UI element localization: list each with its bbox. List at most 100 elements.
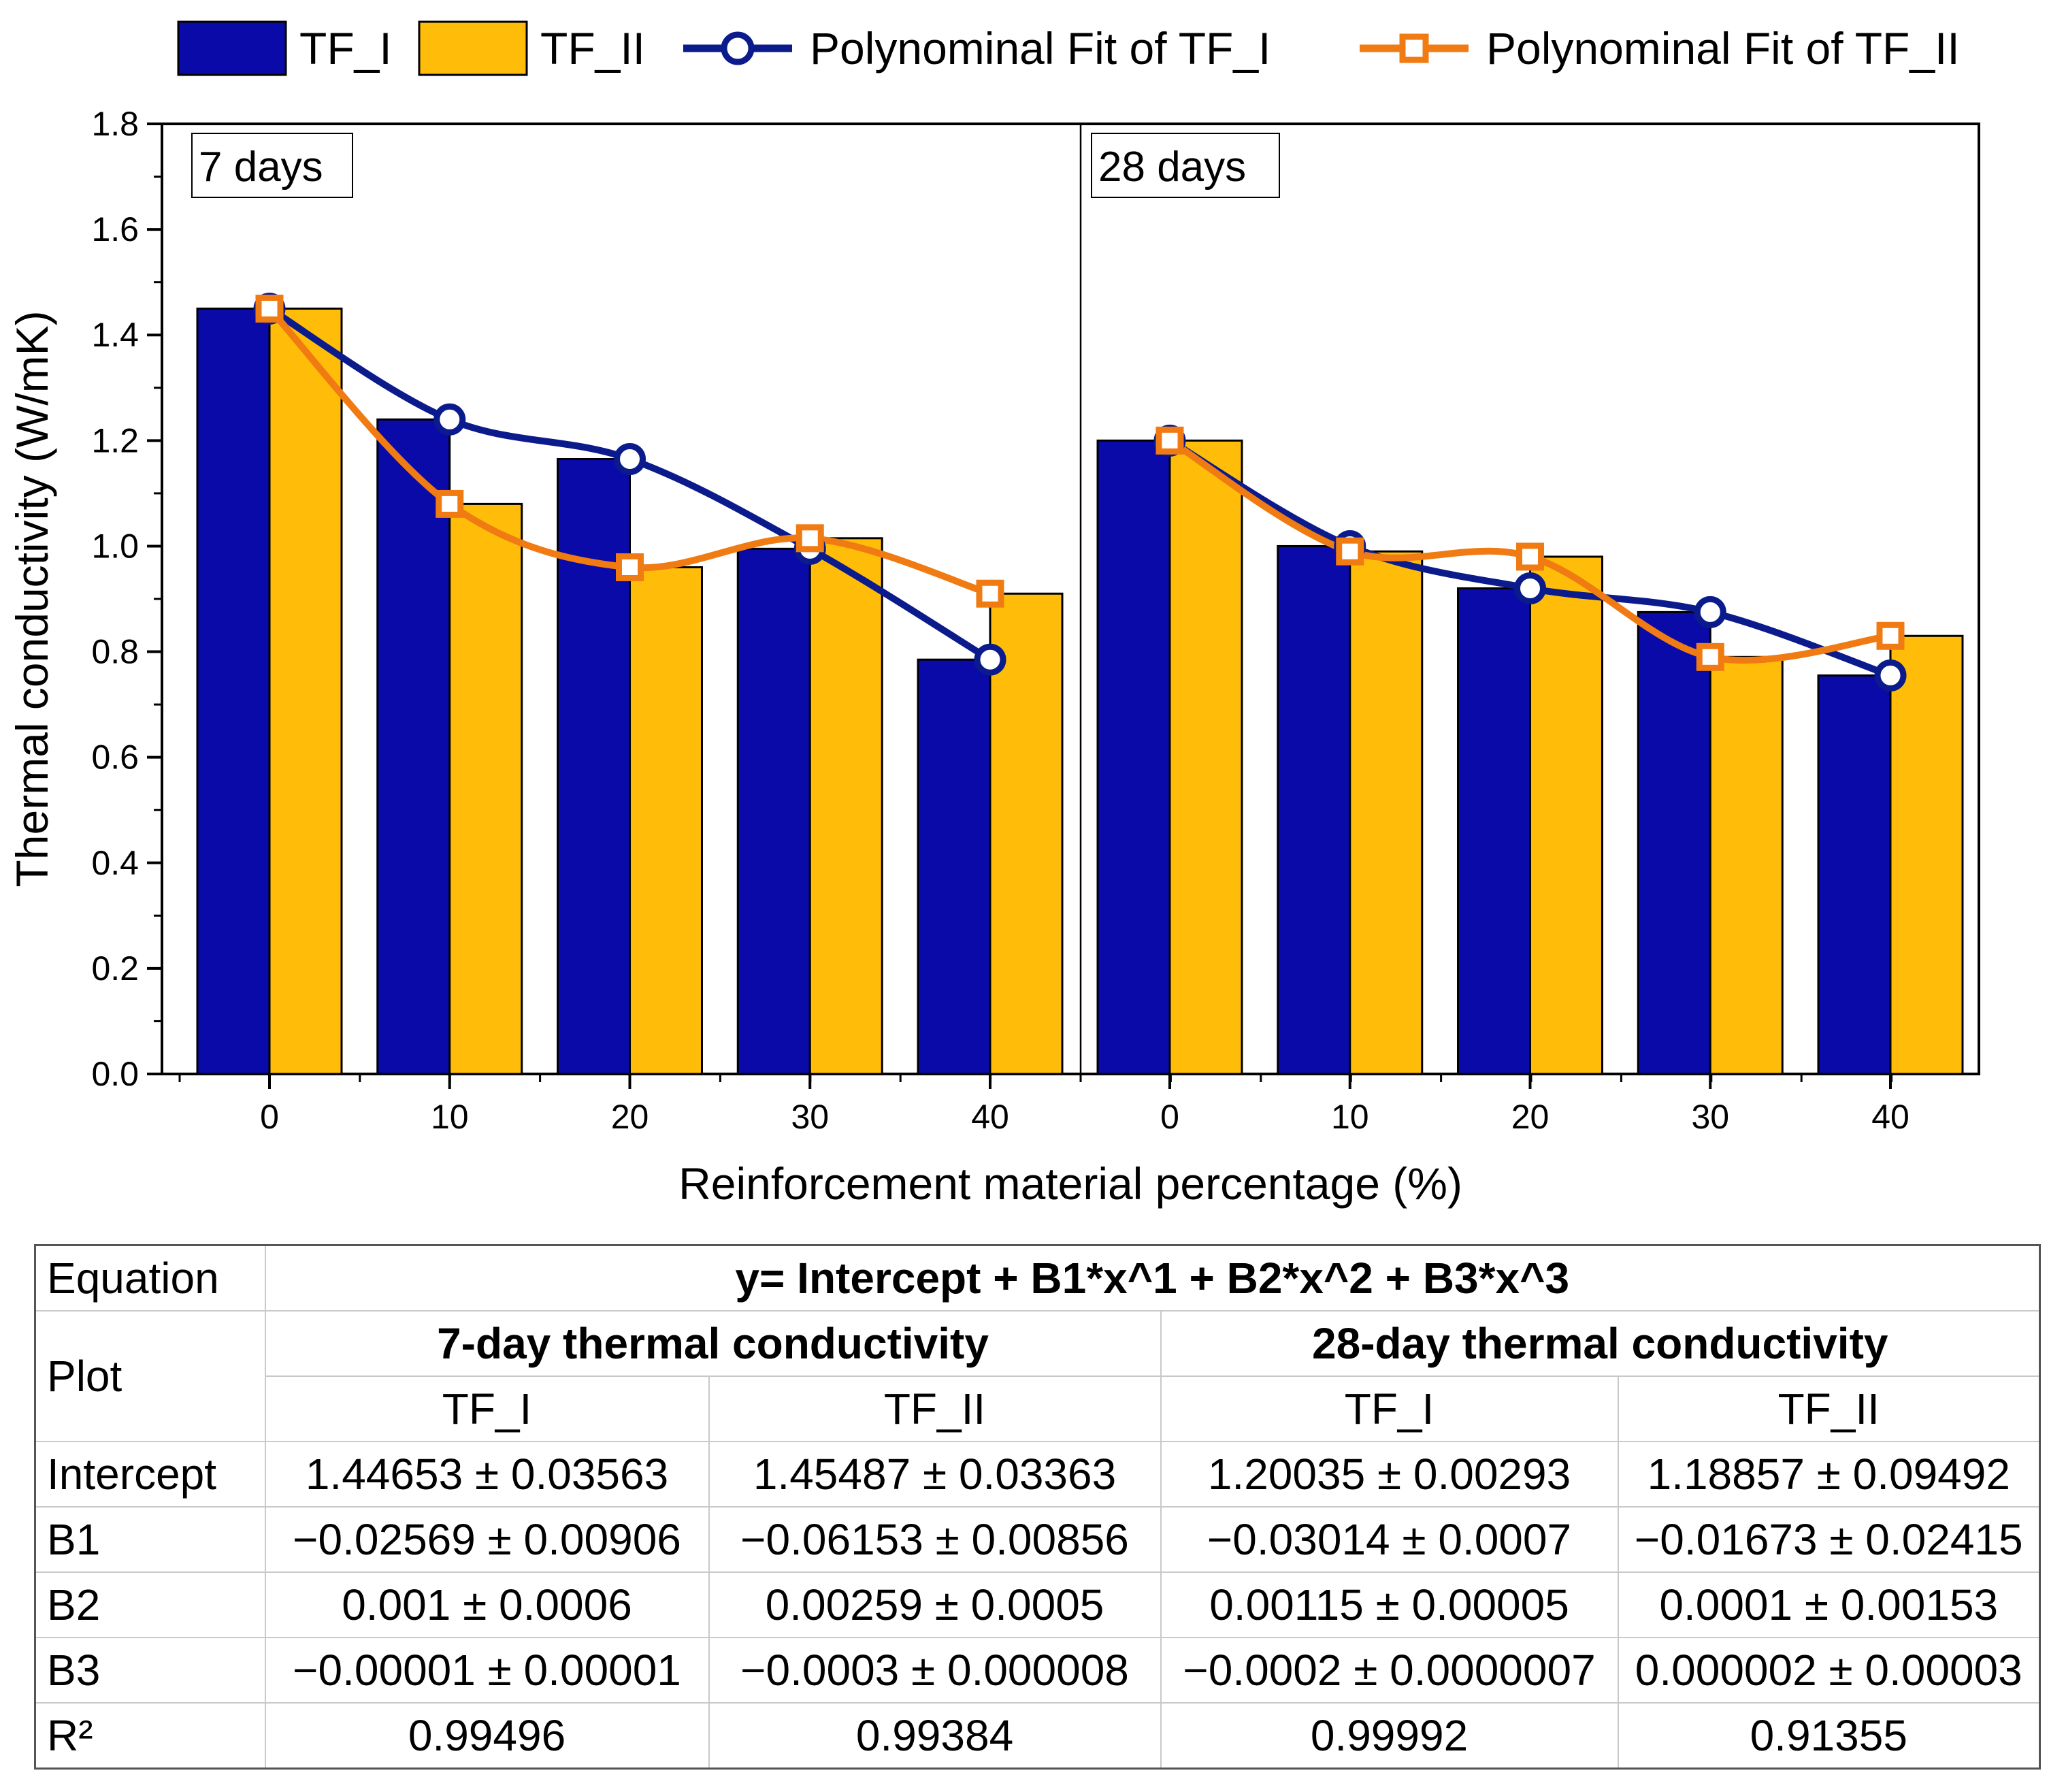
bar-tf2 <box>1349 550 1424 1075</box>
x-tick-label: 10 <box>1331 1098 1369 1136</box>
group-header-28-day: 28-day thermal conductivity <box>1160 1310 2041 1377</box>
bar-tf2 <box>1709 655 1784 1075</box>
fit-marker-tf2 <box>1155 426 1184 455</box>
y-tick-label: 0.2 <box>91 949 139 988</box>
table-cell: −0.03014 ± 0.0007 <box>1160 1506 1619 1573</box>
fit-markers <box>253 292 1907 691</box>
table-row: B2 0.001 ± 0.0006 0.00259 ± 0.0005 0.001… <box>34 1571 2041 1638</box>
legend-label-tf2: TF_II <box>540 23 645 74</box>
bar-tf2 <box>808 537 883 1075</box>
legend-label-tf1: TF_I <box>299 23 392 74</box>
table-cell: −0.02569 ± 0.00906 <box>264 1506 710 1573</box>
y-tick-label: 1.4 <box>91 316 139 354</box>
fit-marker-tf2 <box>1876 621 1905 650</box>
x-tick-label: 40 <box>1871 1098 1909 1136</box>
table-cell: 0.001 ± 0.0006 <box>264 1571 710 1638</box>
table-row-plot-groups: Plot 7-day thermal conductivity 28-day t… <box>34 1310 2041 1442</box>
table-cell: −0.06153 ± 0.00856 <box>708 1506 1162 1573</box>
x-axis: 0 10 20 30 40 0 10 20 30 40 <box>178 1074 1909 1136</box>
bar-tf1 <box>1457 587 1531 1075</box>
row-label: B3 <box>34 1637 266 1704</box>
fit-marker-tf1 <box>614 442 646 475</box>
panel-label-28-days: 28 days <box>1091 133 1280 198</box>
y-tick-label: 1.6 <box>91 210 139 248</box>
bar-tf2 <box>1529 555 1603 1075</box>
panel-label-box <box>1091 133 1280 198</box>
row-label: R² <box>34 1702 266 1770</box>
bar-tf1 <box>1096 439 1171 1075</box>
panel-label-text: 28 days <box>1098 144 1246 191</box>
x-axis-title: Reinforcement material percentage (%) <box>678 1158 1462 1209</box>
table-cell: 1.18857 ± 0.09492 <box>1617 1441 2041 1508</box>
table-row: B1 −0.02569 ± 0.00906 −0.06153 ± 0.00856… <box>34 1506 2041 1573</box>
y-tick-label: 0.0 <box>91 1055 139 1093</box>
panel-label-box <box>191 133 353 198</box>
fit-marker-tf1 <box>433 403 466 436</box>
table-row: B3 −0.00001 ± 0.00001 −0.0003 ± 0.000008… <box>34 1637 2041 1704</box>
bar-tf1 <box>376 418 451 1075</box>
x-tick-label: 30 <box>791 1098 829 1136</box>
bars <box>196 307 1964 1075</box>
row-label: B1 <box>34 1506 266 1573</box>
column-header: TF_I <box>1160 1375 1619 1442</box>
table-cell: 0.0001 ± 0.00153 <box>1617 1571 2041 1638</box>
x-tick-label: 20 <box>611 1098 649 1136</box>
table-cell: 1.44653 ± 0.03563 <box>264 1441 710 1508</box>
table-cell: −0.00001 ± 0.00001 <box>264 1637 710 1704</box>
x-tick-label: 0 <box>1160 1098 1179 1136</box>
row-label: B2 <box>34 1571 266 1638</box>
row-label: Intercept <box>34 1441 266 1508</box>
y-tick-label: 1.0 <box>91 527 139 565</box>
fit-marker-tf2 <box>1516 542 1544 571</box>
bar-tf1 <box>917 658 991 1075</box>
y-axis: 0.0 0.2 0.4 0.6 0.8 1.0 1.2 1.4 1.6 1.8 <box>91 105 162 1093</box>
y-tick-label: 1.8 <box>91 105 139 143</box>
table-cell: 0.00115 ± 0.00005 <box>1160 1571 1619 1638</box>
thermal-conductivity-chart: TF_I TF_II Polynominal Fit of TF_I Polyn… <box>7 20 1980 1209</box>
bar-tf1 <box>1277 544 1351 1075</box>
fit-marker-tf2 <box>255 294 284 323</box>
fit-marker-tf2 <box>1696 642 1724 671</box>
panel-label-text: 7 days <box>199 144 323 191</box>
legend: TF_I TF_II Polynominal Fit of TF_I Polyn… <box>177 20 1960 76</box>
bar-tf1 <box>196 307 271 1075</box>
legend-label-fit1: Polynominal Fit of TF_I <box>810 23 1271 74</box>
y-tick-label: 1.2 <box>91 421 139 459</box>
fit-marker-tf1 <box>1694 596 1726 628</box>
y-axis-title: Thermal conductivity (W/mK) <box>7 310 57 887</box>
legend-marker-fit2 <box>1399 33 1429 63</box>
table-cell: 0.99992 <box>1160 1702 1619 1770</box>
bar-tf1 <box>557 457 631 1075</box>
legend-marker-fit1 <box>721 31 755 65</box>
column-header: TF_II <box>1617 1375 2041 1442</box>
legend-swatch-tf1 <box>177 20 287 76</box>
table-row-equation: Equation y= Intercept + B1*x^1 + B2*x^2 … <box>34 1244 2041 1312</box>
bar-tf1 <box>736 547 811 1075</box>
fit-marker-tf2 <box>1336 537 1364 566</box>
fit-marker-tf1 <box>974 643 1006 676</box>
x-tick-label: 10 <box>431 1098 469 1136</box>
panel-label-7-days: 7 days <box>191 133 353 198</box>
x-tick-label: 20 <box>1511 1098 1550 1136</box>
table-cell: −0.0003 ± 0.000008 <box>708 1637 1162 1704</box>
equation-label: Equation <box>34 1244 266 1312</box>
fit-marker-tf1 <box>1514 572 1546 604</box>
fit-marker-tf2 <box>616 553 644 581</box>
table-cell: 0.99496 <box>264 1702 710 1770</box>
column-header: TF_II <box>708 1375 1162 1442</box>
table-cell: 1.20035 ± 0.00293 <box>1160 1441 1619 1508</box>
bar-tf2 <box>989 592 1064 1075</box>
bar-tf2 <box>448 502 523 1075</box>
x-tick-label: 30 <box>1691 1098 1729 1136</box>
y-tick-label: 0.6 <box>91 738 139 777</box>
bar-tf2 <box>1889 634 1964 1075</box>
table-cell: −0.0002 ± 0.0000007 <box>1160 1637 1619 1704</box>
table-row: R² 0.99496 0.99384 0.99992 0.91355 <box>34 1702 2041 1770</box>
equation-text: y= Intercept + B1*x^1 + B2*x^2 + B3*x^3 <box>264 1244 2041 1312</box>
table-cell: 0.000002 ± 0.00003 <box>1617 1637 2041 1704</box>
group-header-7-day: 7-day thermal conductivity <box>264 1310 1162 1377</box>
legend-label-fit2: Polynominal Fit of TF_II <box>1486 23 1960 74</box>
table-row-plot-series: TF_I TF_II TF_I TF_II <box>35 1375 2041 1442</box>
bar-tf2 <box>1168 439 1243 1075</box>
fit-marker-tf2 <box>976 579 1004 608</box>
